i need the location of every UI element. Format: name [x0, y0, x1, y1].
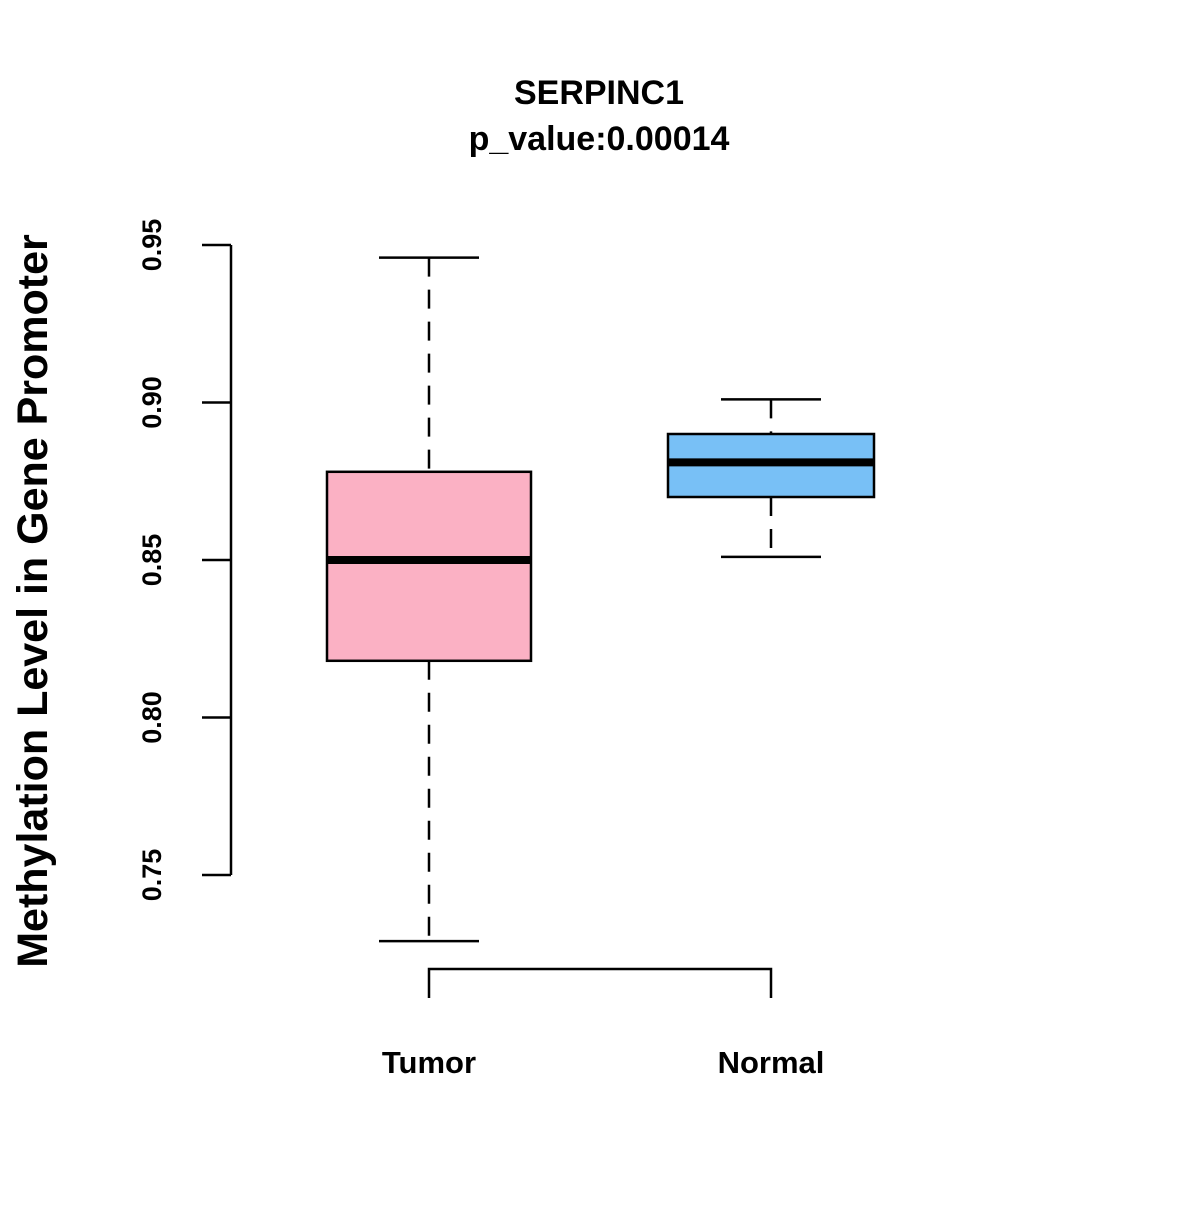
x-axis-labels: Tumor Normal: [382, 1045, 824, 1080]
y-tick-label: 0.85: [137, 534, 167, 587]
comparison-bracket: [427, 967, 773, 998]
box-tumor: [325, 256, 533, 943]
y-tick-label: 0.95: [137, 219, 167, 272]
y-axis-title: Methylation Level in Gene Promoter: [9, 234, 57, 968]
y-tick-label: 0.90: [137, 376, 167, 429]
y-axis: 0.75 0.80 0.85 0.90 0.95: [137, 219, 233, 902]
boxes-group: [325, 256, 876, 943]
iqr-box: [325, 470, 533, 663]
chart-title: SERPINC1: [514, 74, 684, 112]
x-tick-label: Tumor: [382, 1045, 476, 1080]
x-tick-label: Normal: [718, 1045, 825, 1080]
box-normal: [666, 398, 876, 559]
chart-subtitle: p_value:0.00014: [469, 120, 730, 158]
y-tick-label: 0.80: [137, 691, 167, 744]
comparison-bracket-group: [427, 967, 773, 998]
y-tick-label: 0.75: [137, 849, 167, 902]
